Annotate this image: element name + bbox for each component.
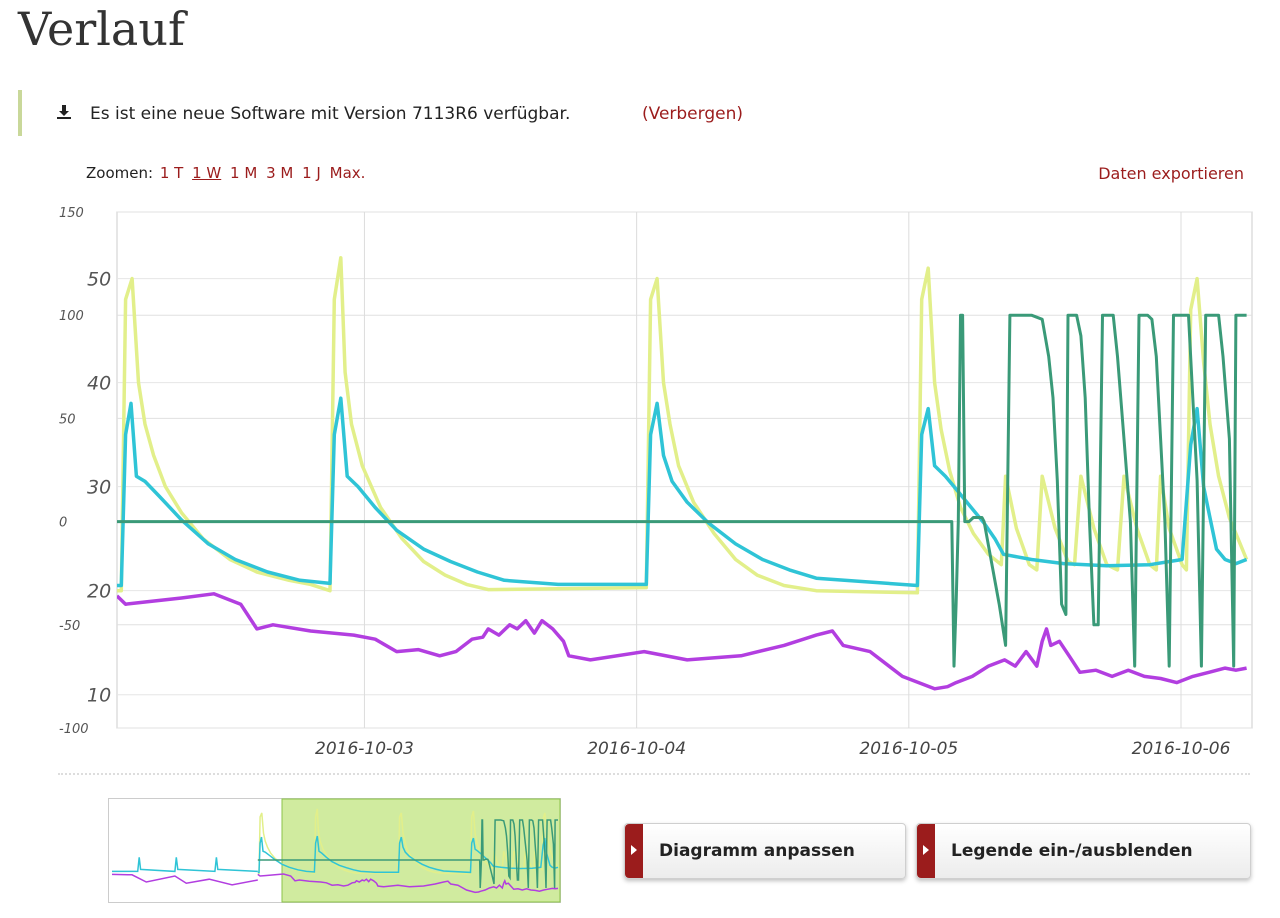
chart-separator	[58, 773, 1250, 775]
y-left-tick-label: 50	[59, 412, 76, 427]
y-left-tick-label: -50	[59, 619, 80, 634]
zoom-1-year[interactable]: 1 J	[302, 164, 321, 182]
zoom-1-month[interactable]: 1 M	[230, 164, 258, 182]
zoom-3-months[interactable]: 3 M	[266, 164, 294, 182]
y-right-tick-label: 30	[87, 477, 111, 499]
notice-text: Es ist eine neue Software mit Version 71…	[90, 104, 571, 124]
series-line-3	[117, 592, 1247, 691]
navigator-window[interactable]	[281, 798, 561, 903]
adjust-chart-button[interactable]: Diagramm anpassen	[624, 823, 906, 879]
y-right-tick-label: 20	[87, 581, 111, 603]
chart-navigator[interactable]	[108, 798, 562, 904]
toggle-legend-button[interactable]: Legende ein-/ausblenden	[916, 823, 1251, 879]
y-left-tick-label: 150	[59, 206, 84, 221]
history-chart[interactable]: 150 100 50 0 -50 -100 50 40 30 20 10 2016-10-03 2016…	[0, 195, 1280, 770]
navigator-series	[257, 835, 559, 874]
zoom-1-day[interactable]: 1 T	[159, 164, 184, 182]
zoom-1-week[interactable]: 1 W	[192, 164, 222, 182]
series-group	[117, 256, 1249, 691]
navigator-series	[257, 819, 558, 889]
y-left-tick-label: -100	[59, 722, 89, 737]
navigator-series	[257, 873, 559, 894]
zoom-max[interactable]: Max.	[329, 164, 366, 182]
y-right-tick-label: 40	[87, 373, 111, 395]
page-title: Verlauf	[18, 2, 185, 56]
zoom-label: Zoomen:	[86, 164, 154, 182]
hide-notice-link[interactable]: (Verbergen)	[642, 104, 743, 124]
x-tick-label: 2016-10-03	[315, 739, 414, 759]
series-line-1	[117, 396, 1248, 588]
software-update-notice: Es ist eine neue Software mit Version 71…	[18, 90, 1022, 136]
x-tick-label: 2016-10-06	[1132, 739, 1231, 759]
y-right-tick-label: 50	[87, 269, 111, 291]
series-line-2	[117, 313, 1247, 668]
series-line-0	[117, 256, 1249, 595]
plot-area	[116, 211, 1253, 729]
y-left-tick-label: 0	[59, 516, 67, 531]
arrow-right-icon	[625, 824, 643, 878]
zoom-controls: Zoomen: 1 T 1 W 1 M 3 M 1 J Max.	[86, 164, 367, 182]
y-right-tick-label: 10	[87, 685, 111, 707]
export-data-link[interactable]: Daten exportieren	[1098, 164, 1244, 183]
x-tick-label: 2016-10-04	[587, 739, 686, 759]
y-left-tick-label: 100	[59, 309, 84, 324]
navigator-series	[112, 857, 258, 873]
download-icon	[57, 105, 71, 119]
x-tick-label: 2016-10-05	[859, 739, 958, 759]
navigator-series	[111, 873, 258, 886]
arrow-right-icon	[917, 824, 935, 878]
